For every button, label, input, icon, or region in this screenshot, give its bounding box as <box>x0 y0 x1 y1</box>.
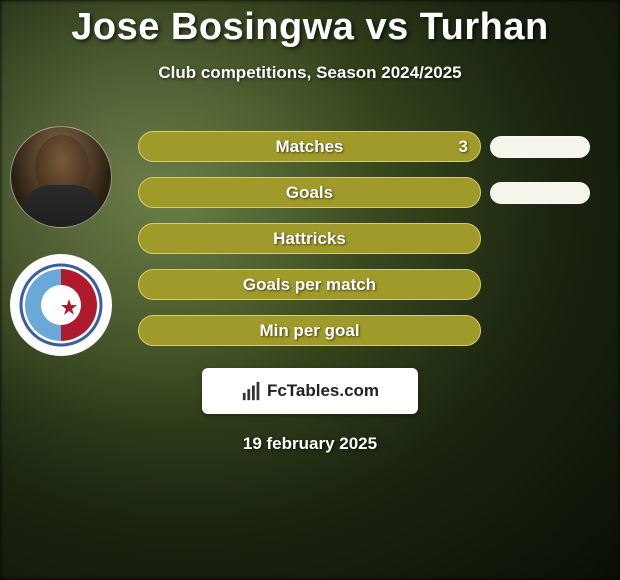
club-badge-trabzonspor <box>10 254 112 356</box>
page-title: Jose Bosingwa vs Turhan <box>71 6 548 49</box>
stat-bar-main: Goals <box>138 177 481 208</box>
trabzonspor-badge-icon <box>11 255 111 355</box>
stat-label: Goals <box>286 183 333 203</box>
stat-bar-main: Hattricks <box>138 223 481 254</box>
stat-side-pill <box>490 182 590 204</box>
footer-brand-label: FcTables.com <box>267 381 379 401</box>
player-avatar-bosingwa <box>10 126 112 228</box>
stat-bar-main: Matches 3 <box>138 131 481 162</box>
footer-brand-box[interactable]: FcTables.com <box>202 368 418 414</box>
stat-label: Min per goal <box>259 321 359 341</box>
stat-label: Hattricks <box>273 229 346 249</box>
content-container: Jose Bosingwa vs Turhan Club competition… <box>0 0 620 580</box>
stat-label: Matches <box>275 137 343 157</box>
date-label: 19 february 2025 <box>243 434 377 454</box>
avatar-column <box>10 126 112 356</box>
stat-value-right: 3 <box>459 137 468 157</box>
subtitle: Club competitions, Season 2024/2025 <box>158 63 461 83</box>
fctables-logo-icon <box>241 380 263 402</box>
stat-label: Goals per match <box>243 275 376 295</box>
stat-bar-main: Goals per match <box>138 269 481 300</box>
stat-side-pill <box>490 136 590 158</box>
stat-bar-main: Min per goal <box>138 315 481 346</box>
